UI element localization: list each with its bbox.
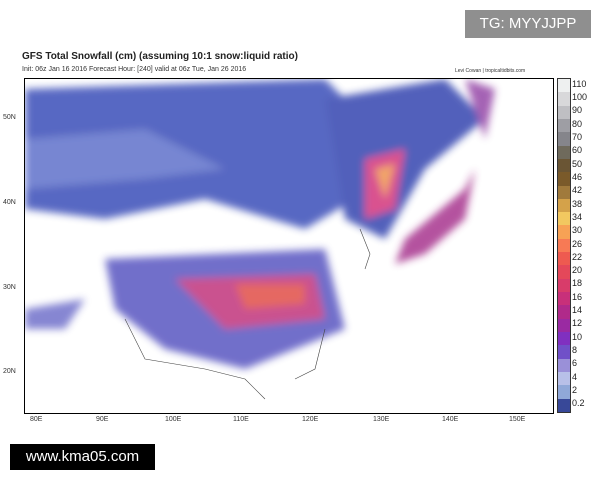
colorbar-label: 4 — [572, 371, 578, 382]
lat-label: 20N — [3, 368, 16, 375]
colorbar-label: 110 — [572, 78, 587, 89]
map-credit: Levi Cowan | tropicaltidbits.com — [455, 68, 526, 74]
map-title: GFS Total Snowfall (cm) (assuming 10:1 s… — [22, 51, 298, 62]
colorbar-swatch — [558, 158, 570, 173]
colorbar-label: 2 — [572, 385, 578, 396]
colorbar-swatch — [558, 252, 570, 266]
colorbar-label: 18 — [572, 278, 583, 289]
colorbar-swatch — [558, 225, 570, 239]
colorbar-label: 70 — [572, 131, 583, 142]
colorbar-label: 14 — [572, 305, 583, 316]
colorbar-swatch — [558, 212, 570, 226]
colorbar-swatch — [558, 292, 570, 306]
lon-label: 110E — [233, 416, 249, 423]
colorbar-swatch — [558, 345, 570, 359]
lon-label: 80E — [30, 416, 43, 423]
colorbar-swatch — [558, 371, 570, 386]
colorbar-label: 60 — [572, 145, 583, 156]
colorbar-label: 30 — [572, 225, 583, 236]
colorbar-label: 16 — [572, 291, 583, 302]
lon-label: 150E — [509, 416, 526, 423]
colorbar-swatch — [558, 278, 570, 292]
colorbar-swatch — [558, 238, 570, 253]
colorbar-label: 80 — [572, 118, 583, 129]
colorbar-swatch — [558, 132, 570, 146]
colorbar-label: 34 — [572, 211, 583, 222]
colorbar-swatch — [558, 385, 570, 399]
colorbar-label: 22 — [572, 251, 583, 262]
lon-label: 120E — [302, 416, 319, 423]
lon-label: 90E — [96, 416, 109, 423]
colorbar-swatch — [558, 198, 570, 213]
colorbar-swatch — [558, 105, 570, 119]
colorbar — [557, 78, 571, 413]
website-watermark: www.kma05.com — [10, 444, 155, 470]
colorbar-swatch — [558, 92, 570, 106]
colorbar-label: 10 — [572, 331, 583, 342]
colorbar-label: 42 — [572, 185, 583, 196]
colorbar-swatch — [558, 265, 570, 279]
colorbar-label: 20 — [572, 265, 583, 276]
colorbar-label: 12 — [572, 318, 583, 329]
lon-label: 140E — [442, 416, 459, 423]
lon-label: 100E — [165, 416, 182, 423]
colorbar-swatch — [558, 185, 570, 199]
lat-label: 40N — [3, 199, 16, 206]
lon-label: 130E — [373, 416, 390, 423]
snowfall-map — [24, 78, 554, 414]
colorbar-label: 0.2 — [572, 398, 585, 409]
colorbar-label: 46 — [572, 171, 583, 182]
colorbar-swatch — [558, 79, 570, 93]
colorbar-label: 6 — [572, 358, 578, 369]
colorbar-label: 26 — [572, 238, 583, 249]
colorbar-label: 38 — [572, 198, 583, 209]
colorbar-label: 100 — [572, 91, 588, 102]
colorbar-swatch — [558, 358, 570, 372]
colorbar-swatch — [558, 172, 570, 186]
lat-label: 50N — [3, 114, 16, 121]
colorbar-swatch — [558, 145, 570, 159]
colorbar-label: 8 — [572, 345, 578, 356]
chinese-watermark: 中天追风底速 — [435, 391, 514, 406]
lat-label: 30N — [3, 284, 16, 291]
colorbar-swatch — [558, 318, 570, 332]
colorbar-swatch — [558, 305, 570, 319]
colorbar-swatch — [558, 398, 570, 412]
colorbar-label: 90 — [572, 105, 583, 116]
colorbar-swatch — [558, 331, 570, 346]
map-subtitle: Init: 06z Jan 16 2016 Forecast Hour: [24… — [22, 66, 247, 73]
colorbar-swatch — [558, 118, 570, 133]
colorbar-label: 50 — [572, 158, 583, 169]
telegram-watermark: TG: MYYJJPP — [465, 10, 591, 38]
